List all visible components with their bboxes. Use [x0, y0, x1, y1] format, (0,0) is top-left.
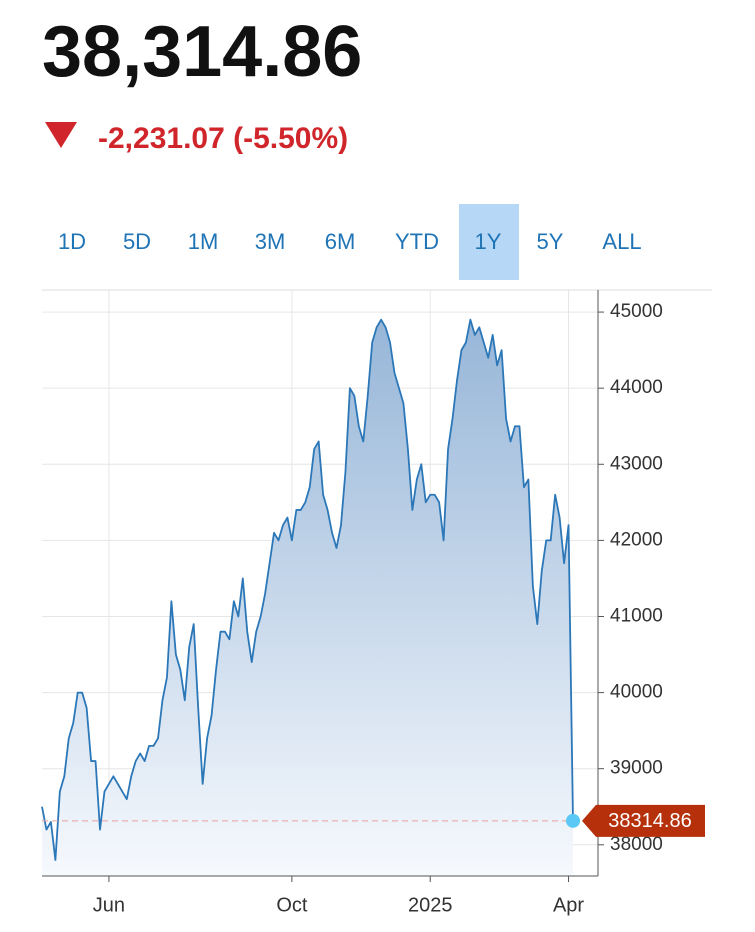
tab[interactable]: 5Y — [537, 229, 564, 254]
x-tick-label: Apr — [553, 894, 584, 916]
y-tick-label: 44000 — [610, 377, 663, 398]
tab-label[interactable]: 5D — [123, 229, 151, 254]
tab[interactable]: 6M — [325, 229, 356, 254]
price-line — [41, 318, 574, 861]
last-point — [566, 813, 580, 828]
tab[interactable]: 1Y — [459, 204, 519, 280]
x-tick-label: 2025 — [408, 894, 453, 916]
tab[interactable]: YTD — [395, 229, 439, 254]
tab-label[interactable]: 1D — [58, 229, 86, 254]
tab[interactable]: 1M — [188, 229, 219, 254]
y-tick-label: 41000 — [610, 606, 663, 627]
tab-bar: 1D 5D 1M 3M 6M YTD 1Y 5Y ALL — [58, 204, 642, 280]
tab-highlight — [459, 204, 519, 280]
tab-label[interactable]: 6M — [325, 229, 356, 254]
tab[interactable]: ALL — [602, 229, 641, 254]
y-tick-label: 43000 — [610, 453, 663, 474]
y-tick-label: 38000 — [610, 834, 663, 855]
price-badge-label: 38314.86 — [608, 810, 691, 832]
area-fill — [42, 319, 573, 876]
tab-label[interactable]: 1M — [188, 229, 219, 254]
tab[interactable]: 1D — [58, 229, 86, 254]
y-tick-label: 45000 — [610, 301, 663, 322]
x-tick-label: Oct — [276, 894, 308, 916]
tab-label[interactable]: ALL — [602, 229, 641, 254]
tab[interactable]: 3M — [255, 229, 286, 254]
price-badge — [582, 804, 705, 837]
down-arrow — [45, 122, 77, 148]
tab-label[interactable]: 5Y — [537, 229, 564, 254]
x-tick-label: Jun — [93, 894, 125, 916]
price-change: -2,231.07 (-5.50%) — [98, 122, 348, 155]
tab-label[interactable]: 3M — [255, 229, 286, 254]
y-tick-label: 40000 — [610, 682, 663, 703]
tab[interactable]: 5D — [123, 229, 151, 254]
tab-label[interactable]: 1Y — [475, 229, 502, 254]
tab-label[interactable]: YTD — [395, 229, 439, 254]
y-tick-label: 42000 — [610, 529, 663, 550]
price: 38,314.86 — [42, 12, 362, 92]
chart: 38000 39000 40000 41000 42000 43000 44000 45000… — [41, 289, 712, 916]
y-tick-label: 39000 — [610, 758, 663, 779]
